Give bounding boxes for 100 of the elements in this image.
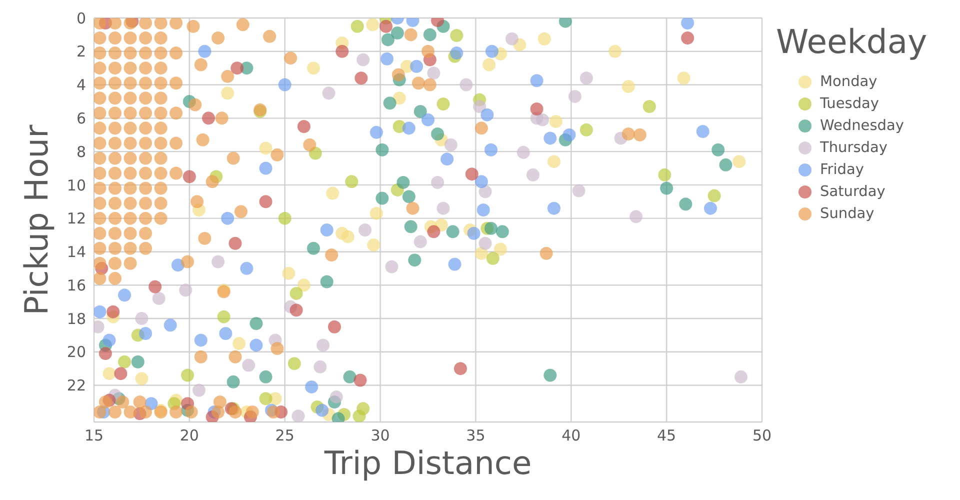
point: [242, 358, 256, 372]
point: [250, 338, 263, 352]
point: [316, 404, 329, 417]
y-tick-label: 22: [66, 376, 86, 395]
point: [259, 142, 272, 155]
point: [547, 202, 560, 215]
point: [383, 96, 396, 110]
point: [376, 192, 389, 205]
point: [423, 28, 436, 42]
point: [516, 146, 530, 159]
point: [547, 155, 560, 168]
point: [182, 170, 196, 184]
point: [427, 66, 440, 80]
point: [414, 104, 427, 118]
point: [450, 46, 464, 60]
y-tick-label: 4: [76, 76, 86, 94]
point: [708, 189, 721, 202]
point: [354, 374, 367, 387]
point: [440, 152, 454, 166]
point: [345, 175, 358, 188]
y-tick-label: 2: [76, 42, 86, 61]
point: [580, 123, 593, 136]
legend-label: Sunday: [820, 206, 874, 222]
point: [530, 102, 544, 116]
x-tick-label: 40: [562, 426, 581, 445]
point: [292, 410, 305, 422]
point: [314, 360, 327, 374]
point: [350, 20, 364, 33]
point: [681, 18, 694, 30]
point: [230, 62, 244, 75]
point: [282, 266, 296, 280]
legend-label: Thursday: [820, 140, 888, 156]
point: [179, 284, 192, 297]
point: [194, 334, 208, 347]
point: [226, 375, 240, 388]
point: [681, 32, 694, 45]
y-tick-label: 14: [66, 243, 86, 262]
point: [316, 338, 330, 352]
point: [536, 113, 550, 126]
point: [622, 80, 635, 93]
point: [658, 168, 672, 182]
point: [436, 97, 450, 110]
x-axis-title: Trip Distance: [323, 444, 532, 482]
point: [734, 370, 748, 384]
point: [431, 176, 444, 189]
point: [94, 305, 106, 318]
point: [139, 327, 152, 340]
point: [476, 203, 490, 216]
x-tick-label: 35: [466, 426, 486, 445]
legend-label: Friday: [820, 162, 864, 178]
point: [341, 230, 354, 244]
point: [410, 60, 424, 73]
point: [544, 132, 557, 145]
point: [135, 372, 148, 386]
point: [530, 74, 544, 88]
point: [474, 175, 488, 188]
point: [482, 58, 496, 72]
point: [198, 44, 212, 58]
point: [305, 380, 318, 394]
point: [467, 226, 480, 240]
point: [494, 242, 508, 256]
point: [486, 252, 500, 265]
point: [164, 318, 177, 332]
legend-label: Tuesday: [820, 96, 879, 112]
point: [444, 138, 458, 152]
point: [106, 305, 120, 318]
point: [102, 334, 116, 347]
point: [250, 317, 263, 330]
point: [343, 370, 356, 384]
point: [306, 242, 320, 255]
point: [356, 402, 370, 416]
point: [580, 72, 593, 85]
point: [732, 155, 746, 168]
point: [290, 286, 303, 300]
point: [396, 176, 410, 189]
point: [320, 275, 334, 288]
legend-label: Saturday: [820, 184, 886, 200]
point: [454, 362, 467, 376]
point: [630, 210, 643, 224]
point: [370, 126, 383, 139]
x-tick-label: 50: [752, 426, 772, 445]
point: [232, 337, 246, 350]
point: [478, 236, 492, 250]
point: [306, 62, 320, 75]
point: [328, 320, 341, 334]
point: [448, 258, 462, 271]
point: [259, 195, 272, 208]
point: [221, 212, 234, 225]
legend-label: Wednesday: [820, 118, 904, 134]
point: [131, 355, 144, 368]
point: [370, 206, 383, 220]
point: [460, 78, 473, 92]
point: [478, 185, 492, 198]
point: [422, 113, 434, 126]
point: [526, 168, 540, 182]
point: [356, 53, 370, 66]
point: [408, 254, 422, 267]
point: [436, 202, 450, 215]
point: [118, 288, 132, 302]
point: [392, 92, 406, 105]
